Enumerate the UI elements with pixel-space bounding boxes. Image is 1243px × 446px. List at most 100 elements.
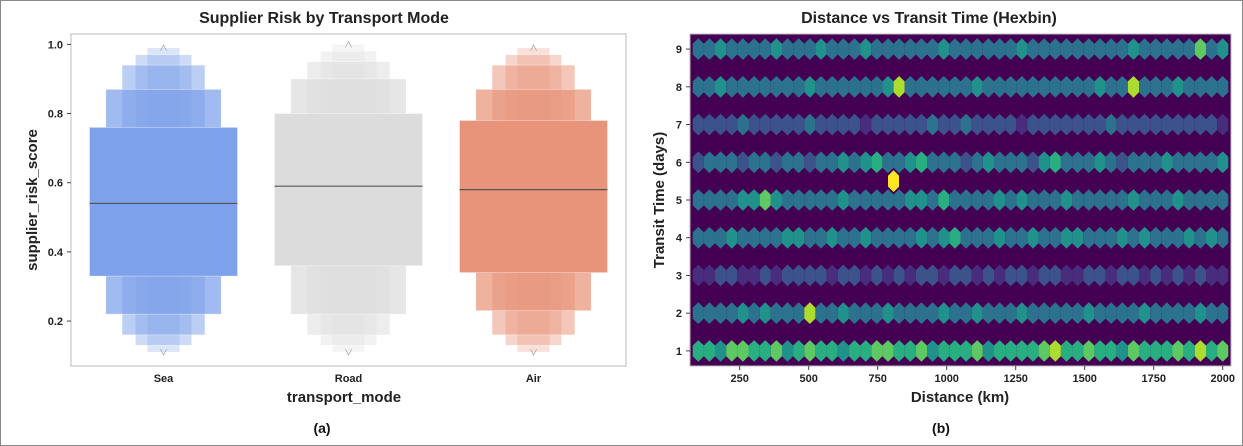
hexbin-cell	[720, 208, 732, 230]
hexbin-cell	[1033, 245, 1045, 268]
hexbin-cell	[1105, 76, 1117, 98]
hexbin-cell	[927, 340, 939, 362]
hexbin-cell	[698, 208, 710, 230]
hexbin-cell	[971, 264, 983, 287]
hexbin-cell	[1178, 283, 1190, 306]
hexbin-cell	[1060, 76, 1073, 98]
hexbin-cell	[1049, 340, 1061, 362]
hexbin-cell	[1155, 132, 1167, 155]
hexbin-cell	[798, 94, 810, 117]
hexbin-cell	[1066, 132, 1078, 155]
hexbin-cell	[999, 283, 1011, 306]
hexbin-cell	[949, 264, 961, 287]
hexbin-cell	[1027, 151, 1039, 174]
hexbin-cell	[977, 283, 989, 306]
hexbin-cell	[921, 208, 933, 230]
hexbin-cell	[843, 321, 855, 343]
hexbin-cell	[927, 302, 939, 324]
hexbin-cell	[1150, 340, 1162, 362]
hexbin-cell	[1060, 226, 1073, 249]
hexbin-cell	[999, 321, 1011, 343]
hexbin-cell	[1072, 151, 1084, 174]
x-tick-label: 1000	[934, 373, 958, 385]
hexbin-cell	[1016, 302, 1028, 324]
hexbin-cell	[876, 94, 888, 117]
hexbin-cell	[748, 189, 760, 211]
hexbin-cell	[748, 264, 760, 287]
hexbin-cell	[1077, 132, 1089, 155]
hexbin-cell	[1111, 208, 1123, 230]
hexbin-cell	[921, 132, 933, 155]
hexbin-cell	[1200, 283, 1212, 306]
hexbin-cell	[904, 302, 916, 324]
hexbin-cell	[1016, 226, 1028, 249]
hexbin-cell	[860, 38, 872, 60]
hexbin-cell	[1088, 132, 1100, 155]
hexbin-cell	[843, 132, 855, 155]
hexbin-cell	[1094, 264, 1106, 287]
hexbin-cell	[1094, 76, 1106, 98]
hexbin-cell	[698, 132, 710, 155]
chart-a-title: Supplier Risk by Transport Mode	[199, 10, 449, 27]
hexbin-cell	[1016, 113, 1028, 136]
hexbin-cell	[826, 302, 838, 324]
hexbin-cell	[1211, 170, 1223, 192]
hexbin-cell	[776, 57, 788, 79]
hexbin-cell	[1144, 321, 1156, 343]
hexbin-cell	[1166, 208, 1179, 230]
hexbin-cell	[1027, 302, 1039, 324]
hexbin-cell	[787, 132, 799, 155]
hexbin-cell	[971, 113, 983, 136]
hexbin-cell	[988, 132, 1000, 155]
boxen-outlier-low-air	[530, 348, 537, 357]
hexbin-cell	[742, 208, 755, 230]
hexbin-cell	[949, 113, 961, 136]
hexbin-cell	[1021, 170, 1033, 192]
hexbin-cell	[904, 340, 916, 362]
hexbin-cell	[1038, 226, 1050, 249]
hexbin-cell	[966, 245, 978, 268]
hexbin-cell	[954, 132, 967, 155]
hexbin-cell	[759, 340, 771, 362]
hexbin-cell	[927, 189, 939, 211]
hexbin-cell	[737, 264, 749, 287]
hexbin-cell	[737, 76, 749, 98]
hexbin-cell	[1044, 208, 1056, 230]
hexbin-cell	[988, 283, 1000, 306]
hexbin-cell	[1161, 189, 1173, 211]
hexbin-cell	[1200, 94, 1212, 117]
hexbin-cell	[876, 208, 888, 230]
hexbin-cell	[1010, 94, 1022, 117]
hexbin-cell	[1122, 170, 1134, 192]
hexbin-cell	[776, 94, 788, 117]
hexbin-cell	[826, 113, 838, 136]
hexbin-cell	[904, 38, 916, 60]
hexbin-cell	[698, 245, 710, 268]
hexbin-cell	[1155, 283, 1167, 306]
hexbin-cell	[837, 340, 849, 362]
hexbin-cell	[748, 38, 760, 60]
hexbin-cell	[776, 321, 788, 343]
hexbin-cell	[977, 132, 989, 155]
hexbin-cell	[865, 94, 877, 117]
hexbin-cell	[1150, 302, 1162, 324]
hexbin-cell	[715, 302, 727, 324]
hexbin-cell	[1038, 264, 1050, 287]
hexbin-cell	[1122, 208, 1134, 230]
hexbin-cell	[910, 132, 922, 155]
hexbin-cell	[798, 132, 810, 155]
hexbin-cell	[848, 340, 861, 362]
hexbin-cell	[1021, 94, 1033, 117]
hexbin-cell	[966, 170, 978, 192]
hexbin-cell	[904, 151, 916, 174]
hexbin-cell	[1194, 340, 1206, 362]
hexbin-cell	[977, 321, 989, 343]
hexbin-cell	[860, 302, 872, 324]
hexbin-cell	[1049, 151, 1061, 174]
hexbin-cell	[1178, 321, 1190, 343]
x-tick-label-road: Road	[335, 373, 363, 385]
hexbin-cell	[787, 245, 799, 268]
hexbin-cell	[809, 283, 821, 306]
hexbin-cell	[960, 226, 972, 249]
hexbin-cell	[1183, 340, 1195, 362]
